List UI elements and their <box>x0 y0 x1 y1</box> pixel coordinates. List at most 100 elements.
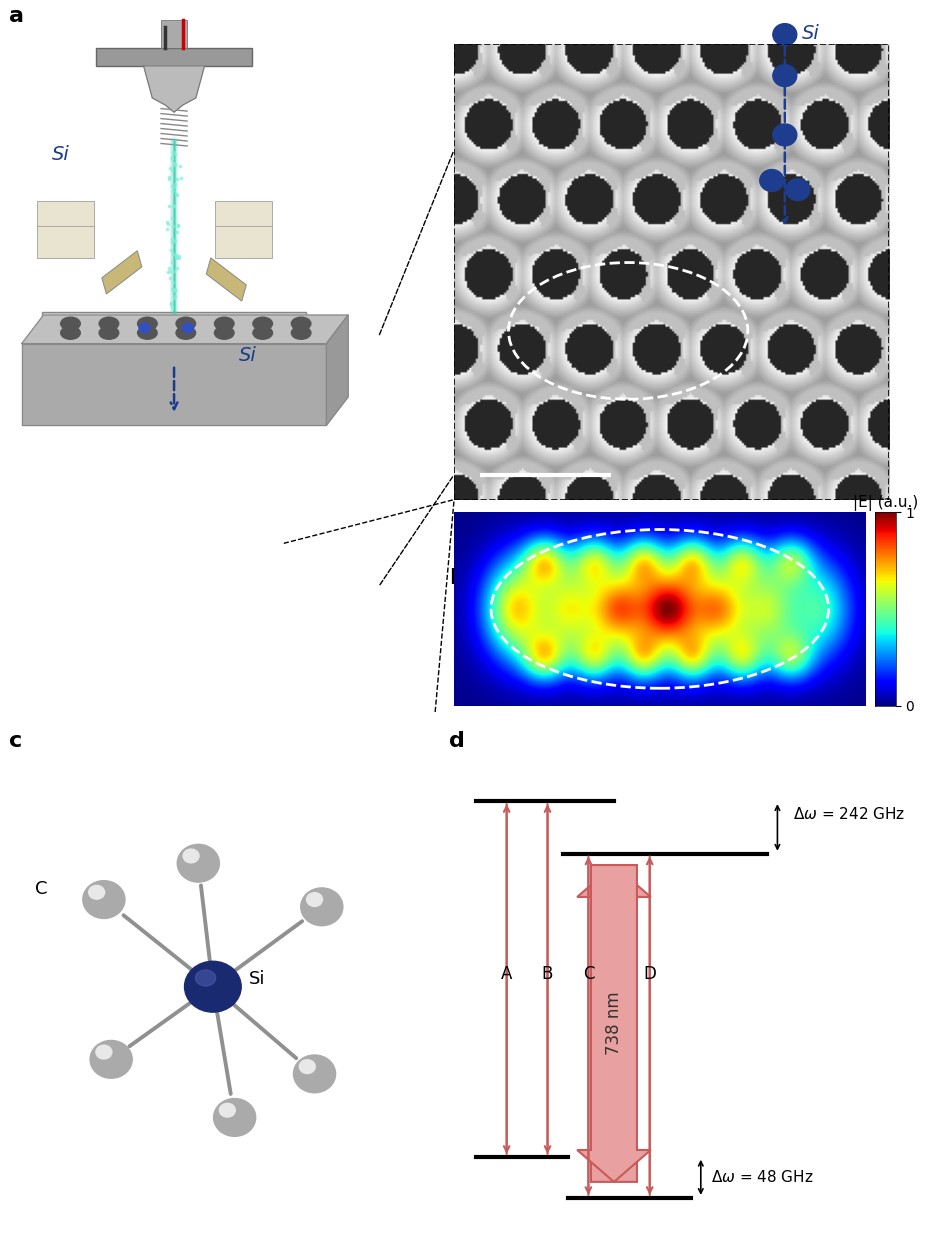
Bar <box>161 20 187 47</box>
Ellipse shape <box>293 1055 336 1093</box>
Bar <box>152 327 179 368</box>
Point <box>166 261 182 281</box>
Ellipse shape <box>291 317 311 330</box>
FancyBboxPatch shape <box>216 201 272 234</box>
Ellipse shape <box>299 1059 315 1073</box>
Polygon shape <box>22 343 326 426</box>
Bar <box>239 327 266 368</box>
Ellipse shape <box>137 326 157 340</box>
Text: c: c <box>9 731 23 751</box>
Point <box>166 196 181 216</box>
Ellipse shape <box>253 326 272 340</box>
Ellipse shape <box>214 1099 255 1137</box>
Point <box>167 175 183 195</box>
FancyBboxPatch shape <box>37 201 94 234</box>
Text: $\Delta\omega$ = 48 GHz: $\Delta\omega$ = 48 GHz <box>711 1169 814 1185</box>
Ellipse shape <box>183 323 193 332</box>
Point <box>168 245 184 265</box>
FancyBboxPatch shape <box>96 47 253 66</box>
Point <box>165 149 180 169</box>
Point <box>170 215 185 235</box>
Point <box>169 247 184 267</box>
Text: a: a <box>9 6 25 26</box>
Text: $\Delta\omega$ = 242 GHz: $\Delta\omega$ = 242 GHz <box>793 806 905 822</box>
Point <box>166 181 181 201</box>
Text: C: C <box>583 965 594 983</box>
Ellipse shape <box>773 124 797 146</box>
Ellipse shape <box>99 326 119 340</box>
Point <box>167 280 183 300</box>
FancyBboxPatch shape <box>37 226 94 259</box>
Point <box>173 169 188 189</box>
Ellipse shape <box>83 881 125 918</box>
Point <box>166 142 181 162</box>
Point <box>166 196 182 216</box>
Ellipse shape <box>301 888 342 926</box>
Point <box>169 169 184 189</box>
Point <box>165 232 180 252</box>
Text: d: d <box>449 731 465 751</box>
Text: C: C <box>35 879 47 898</box>
Point <box>170 257 185 277</box>
Ellipse shape <box>773 24 797 45</box>
Point <box>162 196 177 216</box>
Ellipse shape <box>184 849 199 863</box>
Text: Si: Si <box>249 970 266 988</box>
Point <box>169 185 184 205</box>
Point <box>167 144 183 164</box>
Polygon shape <box>206 257 246 301</box>
Text: 738 nm: 738 nm <box>604 992 623 1055</box>
Ellipse shape <box>61 317 80 330</box>
Point <box>164 240 179 260</box>
Point <box>167 286 183 306</box>
Point <box>162 259 177 279</box>
Point <box>165 209 180 229</box>
Point <box>162 167 177 187</box>
Point <box>167 231 183 251</box>
Point <box>166 287 181 307</box>
Ellipse shape <box>90 1040 132 1078</box>
Point <box>170 216 185 236</box>
Ellipse shape <box>89 886 105 899</box>
Point <box>168 249 184 269</box>
FancyArrow shape <box>577 866 651 1182</box>
Point <box>163 294 178 313</box>
Point <box>172 246 187 266</box>
Point <box>167 155 183 175</box>
Ellipse shape <box>291 326 311 340</box>
Point <box>165 176 180 196</box>
Point <box>165 297 180 317</box>
Point <box>166 177 182 197</box>
Point <box>163 261 178 281</box>
Text: Si: Si <box>802 24 820 44</box>
Ellipse shape <box>253 317 272 330</box>
Ellipse shape <box>176 317 196 330</box>
Ellipse shape <box>99 317 119 330</box>
Text: Si: Si <box>239 346 257 366</box>
Text: b: b <box>449 568 465 588</box>
Point <box>169 222 184 242</box>
Point <box>168 184 184 204</box>
Point <box>167 281 183 301</box>
Ellipse shape <box>773 65 797 86</box>
Point <box>172 156 187 176</box>
Point <box>165 230 180 250</box>
Polygon shape <box>22 315 348 343</box>
Polygon shape <box>144 66 204 112</box>
Bar <box>65 327 92 368</box>
FancyArrow shape <box>577 866 651 1182</box>
Ellipse shape <box>176 326 196 340</box>
Point <box>161 215 176 235</box>
Ellipse shape <box>307 893 323 907</box>
Point <box>166 216 181 236</box>
Text: B: B <box>542 965 553 983</box>
Ellipse shape <box>96 1045 112 1059</box>
FancyBboxPatch shape <box>43 311 306 331</box>
Point <box>163 269 178 289</box>
Point <box>164 160 179 180</box>
Text: Si: Si <box>52 145 70 165</box>
Ellipse shape <box>215 326 234 340</box>
Point <box>165 147 180 167</box>
Ellipse shape <box>61 326 80 340</box>
Point <box>161 262 176 282</box>
